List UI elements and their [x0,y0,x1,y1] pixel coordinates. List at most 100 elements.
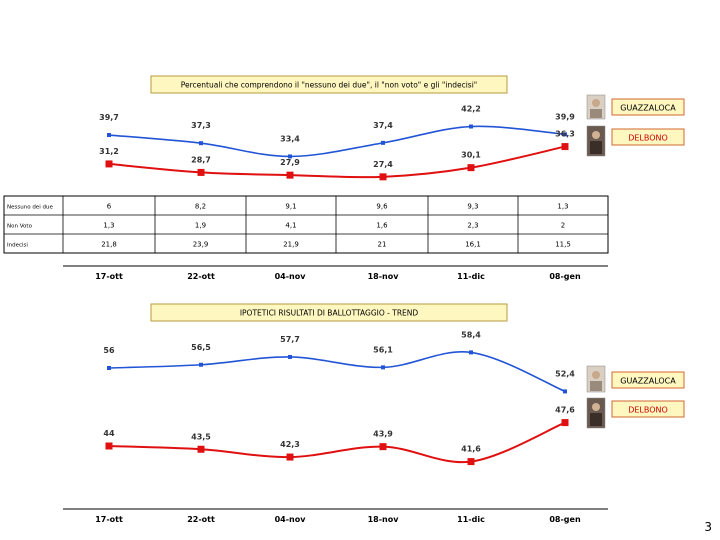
bottom-tick-label-5: 08-gen [549,515,581,524]
top-legend: GUAZZALOCA DELBONO [586,94,685,157]
bottom-point-guazzaloca-4 [469,350,473,355]
bottom-label-guazzaloca-4: 58,4 [461,330,481,339]
top-label-delbono-4: 30,1 [461,151,481,160]
top-point-guazzaloca-3 [381,140,385,145]
bottom-point-guazzaloca-5 [563,389,567,394]
bottom-label-guazzaloca-1: 56,5 [191,343,211,352]
bottom-point-guazzaloca-1 [199,362,203,367]
data-table: Nessuno dei due 6 8,2 9,1 9,6 9,3 1,3 Non Voto 1… [3,195,609,254]
bottom-label-delbono-5: 47,6 [555,406,575,415]
bottom-line-chart: 56 56,5 57,7 56,1 58,4 52,4 44 43,5 42,3 43,9 41,6… [103,330,575,466]
person-photo-icon [592,99,600,107]
person-photo-icon [592,131,600,139]
bottom-label-delbono-3: 43,9 [373,430,393,439]
table-cell-2-1: 23,9 [193,241,209,249]
top-series-line-guazzaloca [108,125,566,158]
portrait-delbono-bottom [586,397,606,429]
table-cell-1-4: 2,3 [467,222,478,230]
table-cell-1-2: 4,1 [285,222,296,230]
top-tick-label-4: 11-dic [457,272,485,281]
bottom-label-delbono-4: 41,6 [461,445,481,454]
legend-guazzaloca-top: GUAZZALOCA [620,104,676,113]
table-row-header-2: Indecisi [7,243,28,249]
top-point-delbono-1 [197,168,205,176]
bottom-label-delbono-2: 42,3 [280,440,300,449]
table-cell-2-0: 21,8 [101,241,117,249]
portrait-guazzaloca-bottom [586,365,606,393]
top-point-guazzaloca-5 [563,132,567,137]
page-number: 3 [704,520,712,534]
bottom-tick-label-1: 22-ott [187,515,215,524]
table-cell-0-5: 1,3 [557,203,568,211]
legend-delbono-top: DELBONO [628,134,668,143]
person-photo-icon [592,371,600,379]
table-cell-2-2: 21,9 [283,241,299,249]
table-cell-1-3: 1,6 [376,222,388,230]
bottom-point-delbono-4 [467,458,475,466]
top-chart-title: Percentuali che comprendono il "nessuno … [181,81,477,90]
table-cell-0-3: 9,6 [376,203,388,211]
top-label-guazzaloca-2: 33,4 [280,134,300,143]
top-label-delbono-0: 31,2 [99,147,119,156]
top-point-delbono-0 [105,160,113,168]
bottom-series-line-guazzaloca [108,351,566,393]
bottom-tick-label-4: 11-dic [457,515,485,524]
person-photo-icon [592,403,600,411]
top-tick-label-0: 17-ott [95,272,123,281]
top-point-delbono-5 [561,143,569,151]
top-tick-label-1: 22-ott [187,272,215,281]
table-row-header-0: Nessuno dei due [7,205,53,211]
portrait-delbono-top [586,125,606,157]
top-label-guazzaloca-5: 39,9 [555,112,575,121]
table-cell-2-3: 21 [378,241,387,249]
top-tick-label-2: 04-nov [275,272,307,281]
bottom-point-guazzaloca-0 [107,366,111,370]
table-cell-2-5: 11,5 [555,241,571,249]
bottom-point-delbono-1 [197,445,205,453]
table-cell-0-0: 6 [107,203,112,211]
portrait-guazzaloca-top [586,94,606,120]
top-chart-title-box: Percentuali che comprendono il "nessuno … [150,75,508,94]
bottom-point-guazzaloca-2 [288,354,292,359]
bottom-tick-label-0: 17-ott [95,515,123,524]
bottom-point-guazzaloca-3 [381,365,385,370]
bottom-chart-title: IPOTETICI RISULTATI DI BALLOTTAGGIO - TR… [240,309,419,318]
bottom-tick-label-2: 04-nov [275,515,307,524]
top-label-guazzaloca-0: 39,7 [99,113,119,122]
bottom-label-guazzaloca-5: 52,4 [555,369,575,378]
bottom-point-delbono-5 [561,419,569,427]
top-label-delbono-3: 27,4 [373,160,393,169]
top-point-guazzaloca-2 [288,154,292,159]
legend-guazzaloca-bottom: GUAZZALOCA [620,377,676,386]
table-cell-1-5: 2 [561,222,565,230]
top-label-delbono-5: 36,3 [555,130,575,139]
top-point-delbono-3 [379,173,387,181]
bottom-point-delbono-2 [286,453,294,461]
table-border [3,195,609,254]
top-label-delbono-2: 27,9 [280,158,300,167]
top-point-guazzaloca-0 [107,133,111,138]
bottom-tick-label-3: 18-nov [368,515,400,524]
top-x-axis: 17-ott 22-ott 04-nov 18-nov 11-dic 08-gen [63,265,608,281]
bottom-label-guazzaloca-0: 56 [103,346,115,355]
top-label-guazzaloca-3: 37,4 [373,121,393,130]
top-point-delbono-4 [467,164,475,172]
top-label-guazzaloca-4: 42,2 [461,105,481,114]
top-point-guazzaloca-1 [199,141,203,146]
top-series-line-delbono [108,145,566,179]
bottom-label-delbono-0: 44 [103,429,115,438]
bottom-label-delbono-1: 43,5 [191,432,211,441]
bottom-point-delbono-0 [105,442,113,450]
bottom-chart-title-box: IPOTETICI RISULTATI DI BALLOTTAGGIO - TR… [150,303,508,322]
table-cell-2-4: 16,1 [465,241,481,249]
top-tick-label-5: 08-gen [549,272,581,281]
top-point-guazzaloca-4 [469,124,473,129]
top-point-delbono-2 [286,171,294,179]
bottom-series-line-delbono [108,421,566,464]
table-cell-0-4: 9,3 [467,203,478,211]
top-label-guazzaloca-1: 37,3 [191,121,211,130]
top-label-delbono-1: 28,7 [191,155,211,164]
table-cell-1-1: 1,9 [195,222,206,230]
table-cell-1-0: 1,3 [103,222,114,230]
